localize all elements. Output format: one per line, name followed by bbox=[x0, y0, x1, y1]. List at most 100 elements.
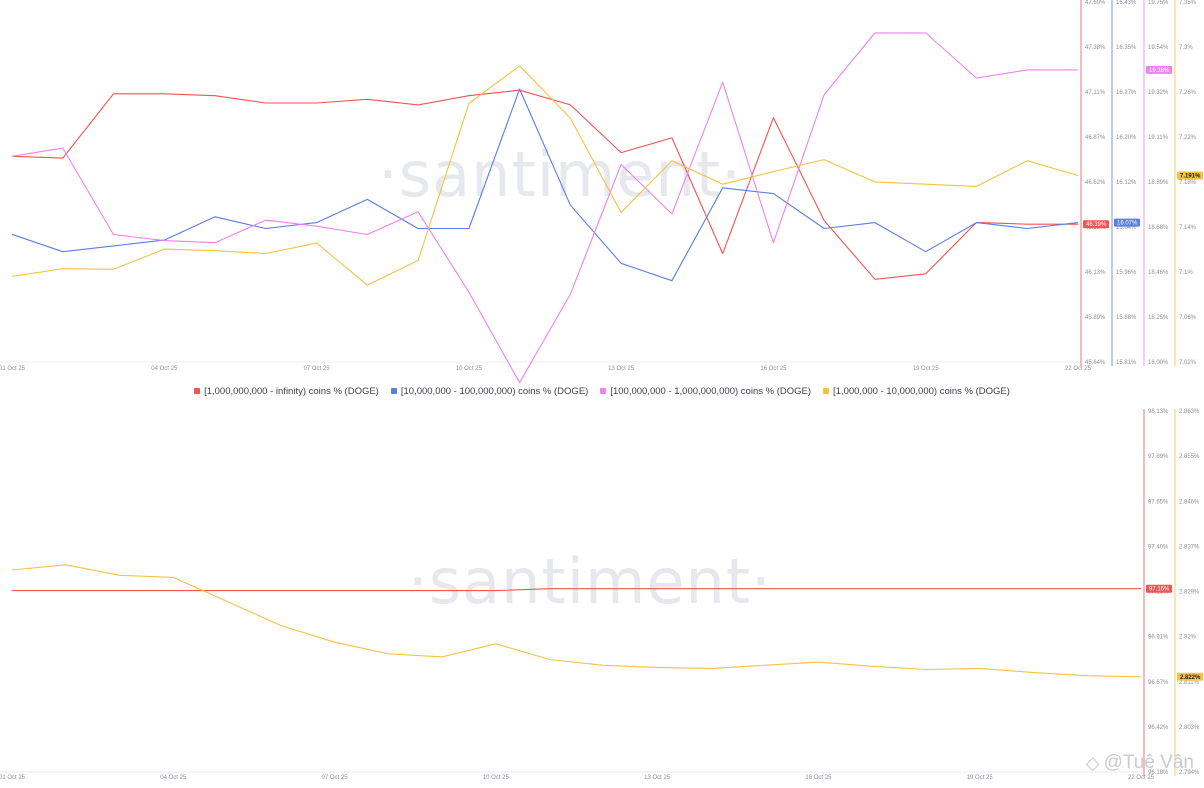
y-tick-label: 16.27% bbox=[1116, 90, 1137, 96]
x-tick-label: 01 Oct 25 bbox=[0, 366, 26, 372]
y-tick-label: 16.20% bbox=[1116, 135, 1137, 141]
top-chart: ·santiment·01 Oct 25 04 Oct 25 07 Oct 25 10… bbox=[0, 0, 1203, 384]
y-tick-label: 2.837% bbox=[1179, 544, 1200, 550]
current-value-label: 7.191% bbox=[1180, 173, 1201, 179]
x-tick-label: 22 Oct 25 bbox=[1065, 366, 1092, 372]
x-tick-label: 04 Oct 25 bbox=[160, 775, 187, 781]
y-tick-label: 7.26% bbox=[1179, 90, 1197, 96]
x-tick-label: 19 Oct 25 bbox=[967, 775, 994, 781]
current-value-badge bbox=[1114, 218, 1140, 227]
y-tick-label: 19.75% bbox=[1148, 0, 1169, 6]
y-tick-label: 7.3% bbox=[1179, 45, 1193, 51]
x-tick-label: 10 Oct 25 bbox=[483, 775, 510, 781]
legend-label: [10,000,000 - 100,000,000) coins % (DOGE… bbox=[400, 385, 589, 397]
legend-item[interactable]: [10,000,000 - 100,000,000) coins % (DOGE… bbox=[390, 385, 589, 397]
x-tick-label: 07 Oct 25 bbox=[322, 775, 349, 781]
x-tick-label: 22 Oct 25 bbox=[1128, 775, 1155, 781]
y-tick-label: 19.11% bbox=[1148, 135, 1169, 141]
y-tick-label: 2.863% bbox=[1179, 409, 1200, 415]
x-tick-label: 01 Oct 25 bbox=[0, 775, 26, 781]
x-tick-label: 16 Oct 25 bbox=[760, 366, 787, 372]
legend-item[interactable]: [100,000,000 - 1,000,000,000) coins % (D… bbox=[600, 386, 811, 397]
y-tick-label: 7.06% bbox=[1179, 315, 1197, 321]
y-tick-label: 96.67% bbox=[1148, 680, 1169, 686]
series-line bbox=[12, 588, 1141, 592]
y-tick-label: 46.62% bbox=[1085, 180, 1106, 186]
y-tick-label: 16.04% bbox=[1116, 225, 1137, 231]
y-tick-label: 46.13% bbox=[1085, 270, 1106, 276]
y-tick-label: 16.43% bbox=[1116, 0, 1137, 6]
series-line bbox=[11, 88, 1079, 282]
y-tick-label: 7.02% bbox=[1179, 360, 1197, 366]
y-tick-label: 47.60% bbox=[1085, 0, 1106, 6]
y-tick-label: 16.12% bbox=[1116, 180, 1137, 186]
y-tick-label: 47.11% bbox=[1085, 90, 1106, 96]
y-tick-label: 96.42% bbox=[1148, 725, 1169, 731]
y-tick-label: 96.91% bbox=[1148, 635, 1169, 641]
x-tick-label: 16 Oct 25 bbox=[805, 775, 832, 781]
y-tick-label: 19.32% bbox=[1148, 90, 1169, 96]
legend-label: [1,000,000 - 10,000,000) coins % (DOGE) bbox=[833, 385, 1010, 397]
y-tick-label: 98.13% bbox=[1148, 409, 1169, 415]
y-tick-label: 2.811% bbox=[1179, 680, 1200, 686]
y-tick-label: 19.54% bbox=[1148, 45, 1169, 51]
legend-label: [1,000,000,000 - infinity) coins % (DOGE… bbox=[204, 385, 379, 397]
y-tick-label: 2.829% bbox=[1179, 590, 1200, 596]
y-tick-label: 18.89% bbox=[1148, 180, 1169, 186]
credit: ◇ @Tuệ Vân bbox=[1086, 752, 1194, 774]
y-tick-label: 16.35% bbox=[1116, 45, 1137, 51]
current-value-badge bbox=[1177, 672, 1203, 681]
y-tick-label: 97.89% bbox=[1148, 454, 1169, 460]
current-value-badge bbox=[1146, 584, 1172, 593]
y-tick-label: 18.46% bbox=[1148, 270, 1169, 276]
x-tick-label: 07 Oct 25 bbox=[304, 366, 331, 372]
legend-item[interactable]: [1,000,000,000 - infinity) coins % (DOGE… bbox=[194, 386, 379, 397]
santiment-watermark: ·santiment· bbox=[408, 545, 772, 618]
bottom-chart: ·santiment· 01 Oct 25 04 Oct 25 07 Oct 25 10… bbox=[0, 409, 1203, 781]
current-value-badge bbox=[1177, 171, 1203, 180]
y-tick-label: 97.40% bbox=[1148, 544, 1169, 550]
legend-item[interactable]: [1,000,000 - 10,000,000) coins % (DOGE) bbox=[823, 386, 1010, 397]
y-tick-label: 47.38% bbox=[1085, 45, 1106, 51]
y-tick-label: 15.96% bbox=[1116, 270, 1137, 276]
y-tick-label: 97.65% bbox=[1148, 499, 1169, 505]
current-value-badge bbox=[1083, 220, 1109, 229]
y-tick-label: 2.855% bbox=[1179, 454, 1200, 460]
y-tick-label: 2.846% bbox=[1179, 499, 1200, 505]
y-tick-label: 15.88% bbox=[1116, 315, 1137, 321]
series-line bbox=[11, 564, 1142, 678]
x-tick-label: 13 Oct 25 bbox=[644, 775, 671, 781]
series-line bbox=[11, 65, 1079, 286]
legend-label: [100,000,000 - 1,000,000,000) coins % (D… bbox=[610, 385, 812, 397]
y-tick-label: 46.87% bbox=[1085, 135, 1106, 141]
y-tick-label: 7.18% bbox=[1179, 180, 1197, 186]
x-tick-label: 13 Oct 25 bbox=[608, 366, 635, 372]
current-value-label: 97.16% bbox=[1149, 587, 1170, 593]
y-tick-label: 45.89% bbox=[1085, 315, 1106, 321]
x-tick-label: 04 Oct 25 bbox=[151, 366, 178, 372]
y-tick-label: 18.00% bbox=[1148, 360, 1169, 366]
y-tick-label: 7.14% bbox=[1179, 225, 1197, 231]
y-tick-label: 2.82% bbox=[1179, 635, 1197, 641]
chart-legend: [1,000,000,000 - infinity) coins % (DOGE… bbox=[0, 383, 1204, 399]
series-line bbox=[11, 89, 1078, 280]
credit-text: @Tuệ Vân bbox=[1103, 752, 1194, 773]
legend-swatch bbox=[194, 388, 201, 394]
current-value-badge bbox=[1146, 65, 1172, 74]
y-tick-label: 7.22% bbox=[1179, 135, 1197, 141]
current-value-label: 16.07% bbox=[1117, 221, 1138, 227]
y-tick-label: 18.68% bbox=[1148, 225, 1169, 231]
y-tick-label: 18.25% bbox=[1148, 315, 1169, 321]
legend-swatch bbox=[823, 388, 830, 394]
current-value-label: 46.39% bbox=[1086, 222, 1107, 228]
y-tick-label: 2.803% bbox=[1179, 725, 1200, 731]
current-value-label: 2.822% bbox=[1180, 675, 1201, 681]
binance-square-icon: ◇ bbox=[1085, 752, 1100, 773]
y-tick-label: 96.18% bbox=[1148, 770, 1169, 776]
y-tick-label: 7.1% bbox=[1179, 270, 1193, 276]
series-line bbox=[11, 32, 1078, 384]
legend-swatch bbox=[600, 388, 607, 394]
legend-swatch bbox=[390, 388, 397, 394]
x-tick-label: 19 Oct 25 bbox=[913, 366, 940, 372]
